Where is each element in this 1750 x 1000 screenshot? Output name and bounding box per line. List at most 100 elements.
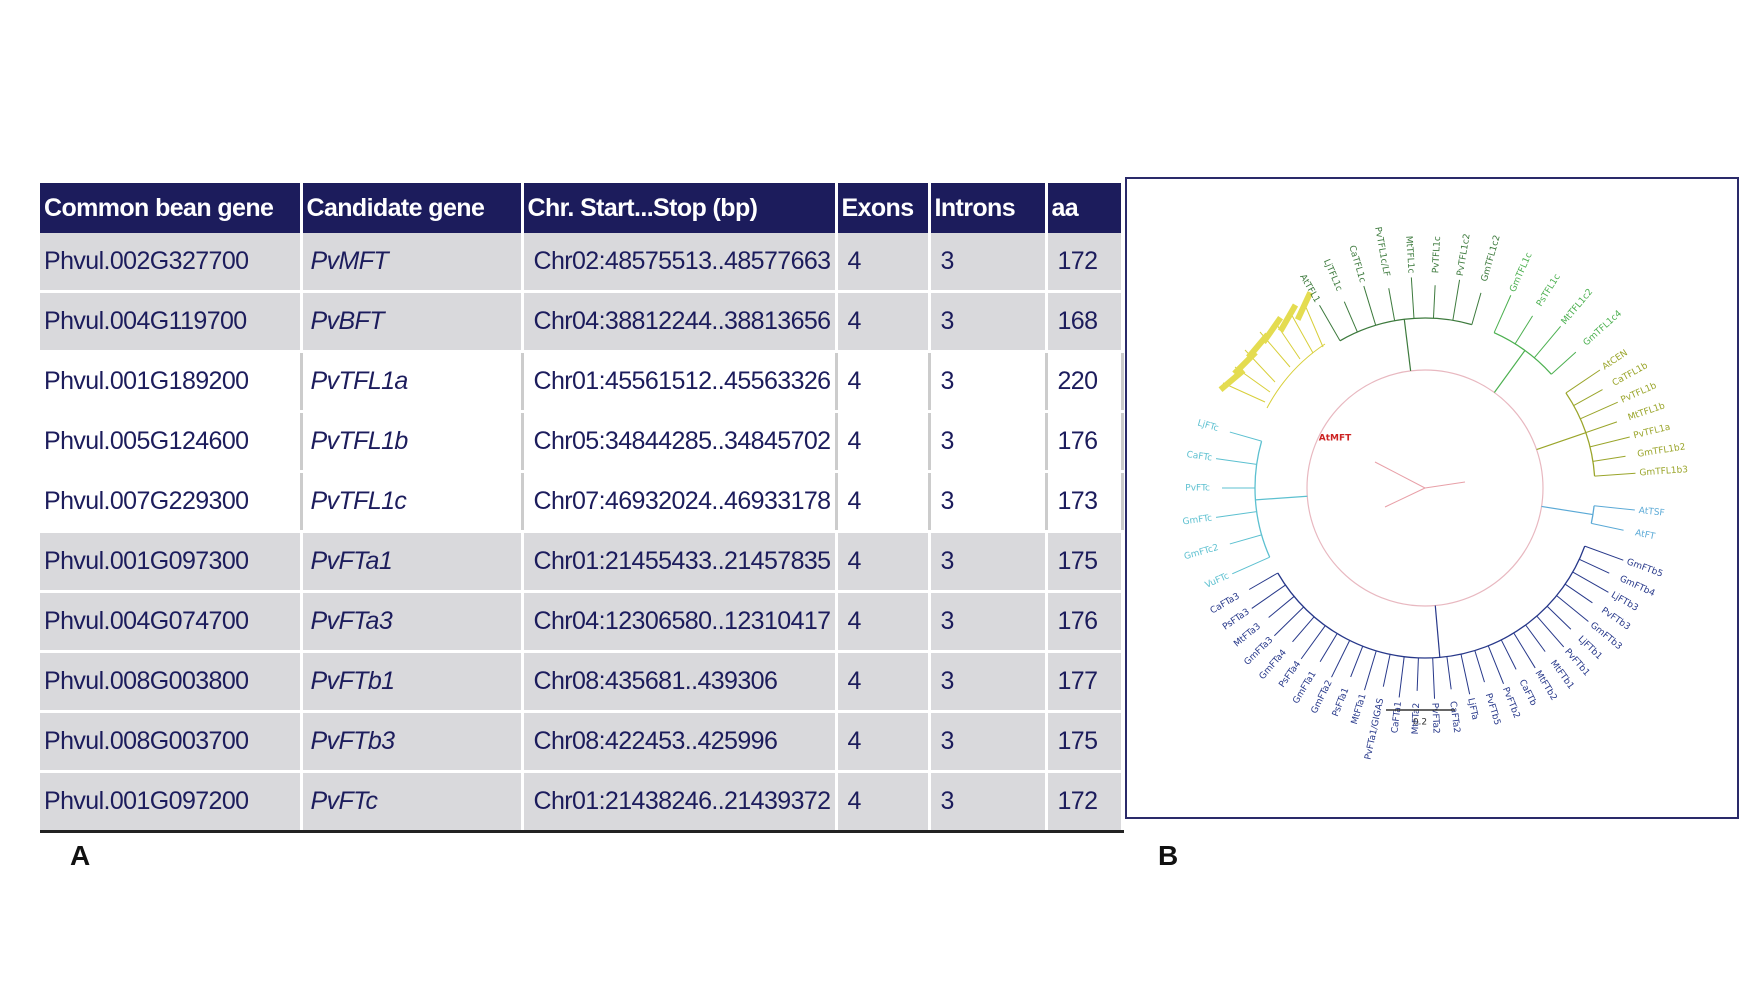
table-cell: 3 (929, 771, 1048, 833)
table-cell: 175 (1046, 530, 1124, 593)
leaf-label: PvTFL1c (1431, 236, 1443, 274)
table-cell: Phvul.007G229300 (40, 471, 303, 533)
branch (1251, 584, 1286, 609)
branch (1474, 650, 1485, 683)
table-cell: 3 (929, 591, 1048, 653)
branch (1594, 505, 1635, 511)
table-cell: 3 (929, 471, 1048, 533)
table-cell: PvTFL1c (301, 471, 524, 533)
branch (1591, 522, 1624, 531)
branch (1215, 511, 1257, 518)
branch (1248, 572, 1279, 590)
branch (1564, 583, 1593, 604)
table-cell: PvFTc (301, 771, 524, 833)
leaf-label: AtFT (1634, 528, 1656, 542)
table-row: Phvul.004G074700 PvFTa3 Chr04:12306580..12… (40, 591, 1124, 653)
table-cell: Chr01:21455433..21457835 (522, 530, 838, 593)
panel-label: B (1158, 840, 1179, 871)
branch (1487, 645, 1504, 685)
table-cell: Chr04:12306580..12310417 (522, 591, 838, 653)
branch (1594, 472, 1636, 477)
leaf-label: MtFTa2 (1411, 703, 1422, 735)
table-cell: 4 (836, 291, 931, 353)
table-cell: 3 (929, 411, 1048, 473)
branch (1410, 277, 1415, 319)
table-cell: 4 (836, 411, 931, 473)
table-cell: 177 (1046, 651, 1124, 713)
table-cell: 176 (1046, 411, 1124, 473)
table-cell: 176 (1046, 591, 1124, 653)
leaf-label: PvFTa2 (1429, 703, 1440, 734)
branch (1513, 632, 1536, 669)
branch (1579, 558, 1610, 574)
clade-stem (1493, 350, 1526, 393)
table-cell: PvBFT (301, 291, 524, 353)
branch (1364, 650, 1377, 691)
leaf-label: AtTSF (1638, 506, 1665, 519)
branch (1331, 640, 1351, 678)
table-cell: PvTFL1b (301, 411, 524, 473)
leaf-label: PvFTc (1185, 484, 1210, 494)
branch (1592, 455, 1626, 462)
table-cell: Chr01:21438246..21439372 (522, 771, 838, 833)
table-cell: PvMFT (301, 233, 524, 293)
table-cell: 4 (836, 233, 931, 293)
table-cell: 168 (1046, 291, 1124, 353)
table-row: Phvul.001G097200 PvFTc Chr01:21438246..214… (40, 771, 1124, 833)
table-cell: 4 (836, 771, 931, 833)
table-cell: Phvul.004G119700 (40, 291, 303, 353)
table-cell: Chr07:46932024..46933178 (522, 471, 838, 533)
table-cell: Phvul.001G189200 (40, 350, 303, 413)
table-cell: 3 (929, 711, 1048, 773)
branch (1551, 351, 1577, 375)
table-cell: 3 (929, 350, 1048, 413)
table-cell: 4 (836, 651, 931, 713)
table-row: Phvul.002G327700 PvMFT Chr02:48575513..485… (40, 233, 1124, 293)
header-row: Common bean gene Candidate gene Chr. Start… (40, 183, 1124, 233)
branch (1546, 605, 1572, 630)
branch (1343, 301, 1358, 333)
branch (1565, 369, 1601, 394)
branch (1514, 315, 1533, 345)
table-cell: 173 (1046, 471, 1124, 533)
branch (1573, 389, 1603, 407)
clade-stem (1255, 495, 1308, 501)
branch (1300, 625, 1326, 660)
leaf-label: MtTFL1c (1403, 236, 1415, 274)
branch (1452, 279, 1461, 321)
table-cell: 4 (836, 591, 931, 653)
table-row: Phvul.004G119700 PvBFT Chr04:38812244..388… (40, 291, 1124, 353)
table-cell: 220 (1046, 350, 1124, 413)
table-row: Phvul.008G003800 PvFTb1 Chr08:435681..4393… (40, 651, 1124, 713)
branch (1382, 654, 1391, 687)
branch (1493, 295, 1512, 333)
table-cell: Phvul.001G097300 (40, 530, 303, 593)
column-header: aa (1046, 183, 1124, 233)
table-cell: 4 (836, 471, 931, 533)
branch (1432, 657, 1436, 699)
table-cell: Phvul.004G074700 (40, 591, 303, 653)
table-cell: Phvul.008G003800 (40, 651, 303, 713)
table-cell: Chr04:38812244..38813656 (522, 291, 838, 353)
table-cell: PvFTb3 (301, 711, 524, 773)
branch (1416, 657, 1419, 691)
table-cell: 3 (929, 651, 1048, 713)
branch (1268, 596, 1295, 618)
table-cell: 172 (1046, 233, 1124, 293)
branch (1319, 305, 1341, 342)
leaf-label: CaFTa1 (1390, 701, 1404, 734)
panel-label: A (70, 840, 91, 871)
root-branch (1374, 461, 1466, 508)
table-cell: Chr01:45561512..45563326 (522, 350, 838, 413)
table-cell: Chr08:422453..425996 (522, 711, 838, 773)
table-cell: Phvul.001G097200 (40, 771, 303, 833)
branch (1589, 436, 1630, 448)
table-cell: 172 (1046, 771, 1124, 833)
branch (1533, 326, 1562, 359)
clade-stem (1541, 505, 1594, 516)
branch (1500, 639, 1517, 670)
tree-frame (1125, 177, 1739, 819)
table-cell: 3 (929, 233, 1048, 293)
table-cell: 4 (836, 711, 931, 773)
